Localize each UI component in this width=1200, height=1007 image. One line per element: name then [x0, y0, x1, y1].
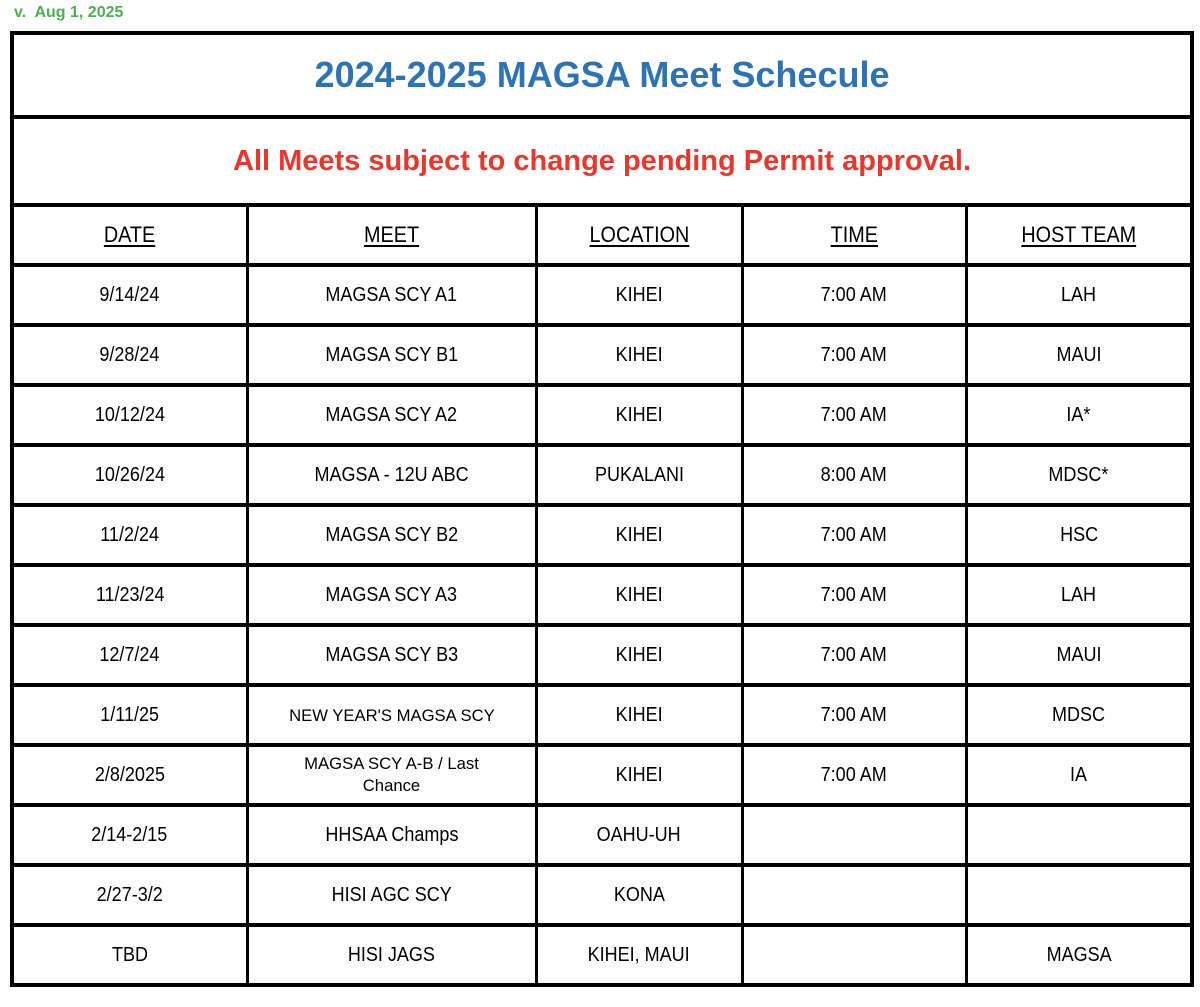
cell-date: 12/7/24	[10, 623, 249, 687]
table-row: 10/26/24 MAGSA - 12U ABC PUKALANI 8:00 A…	[10, 443, 1194, 507]
cell-meet: HISI AGC SCY	[245, 863, 538, 927]
cell-date: 10/12/24	[10, 383, 249, 447]
cell-date: TBD	[10, 923, 249, 987]
cell-time	[740, 923, 968, 987]
cell-meet: MAGSA SCY B1	[245, 323, 538, 387]
table-row: TBD HISI JAGS KIHEI, MAUI MAGSA	[10, 923, 1194, 987]
cell-date: 1/11/25	[10, 683, 249, 747]
page-title-text: 2024-2025 MAGSA Meet Schecule	[314, 54, 890, 95]
cell-time: 7:00 AM	[740, 683, 968, 747]
cell-host: LAH	[964, 563, 1194, 627]
cell-host	[964, 863, 1194, 927]
cell-date: 11/2/24	[10, 503, 249, 567]
cell-time: 7:00 AM	[740, 743, 968, 807]
column-header-location: LOCATION	[534, 203, 744, 267]
cell-location: KIHEI	[534, 383, 744, 447]
cell-date: 2/14-2/15	[10, 803, 249, 867]
cell-location: KIHEI	[534, 503, 744, 567]
cell-date: 9/14/24	[10, 263, 249, 327]
table-row: 9/28/24 MAGSA SCY B1 KIHEI 7:00 AM MAUI	[10, 323, 1194, 387]
column-header-time: TIME	[740, 203, 968, 267]
cell-location: KIHEI	[534, 623, 744, 687]
cell-location: KIHEI	[534, 323, 744, 387]
warning-note: All Meets subject to change pending Perm…	[10, 115, 1194, 207]
schedule-document: 2024-2025 MAGSA Meet Schecule All Meets …	[10, 31, 1195, 987]
table-row: 12/7/24 MAGSA SCY B3 KIHEI 7:00 AM MAUI	[10, 623, 1194, 687]
cell-location: KIHEI, MAUI	[534, 923, 744, 987]
table-row: 2/8/2025 MAGSA SCY A-B / Last Chance KIH…	[10, 743, 1194, 807]
cell-meet: MAGSA SCY A3	[245, 563, 538, 627]
cell-time: 7:00 AM	[740, 503, 968, 567]
cell-time	[740, 803, 968, 867]
cell-meet: MAGSA SCY B2	[245, 503, 538, 567]
cell-host: MDSC*	[964, 443, 1194, 507]
cell-time: 7:00 AM	[740, 623, 968, 687]
table-row: 2/14-2/15 HHSAA Champs OAHU-UH	[10, 803, 1194, 867]
cell-meet: HISI JAGS	[245, 923, 538, 987]
cell-location: KIHEI	[534, 563, 744, 627]
cell-host: IA*	[964, 383, 1194, 447]
cell-date: 11/23/24	[10, 563, 249, 627]
cell-host: IA	[964, 743, 1194, 807]
cell-time: 7:00 AM	[740, 263, 968, 327]
cell-meet: HHSAA Champs	[245, 803, 538, 867]
cell-host: MAUI	[964, 323, 1194, 387]
cell-time: 8:00 AM	[740, 443, 968, 507]
cell-location: PUKALANI	[534, 443, 744, 507]
cell-host: MAUI	[964, 623, 1194, 687]
cell-meet: NEW YEAR'S MAGSA SCY	[245, 683, 538, 747]
table-row: 9/14/24 MAGSA SCY A1 KIHEI 7:00 AM LAH	[10, 263, 1194, 327]
cell-location: KIHEI	[534, 263, 744, 327]
cell-host	[964, 803, 1194, 867]
cell-date: 2/27-3/2	[10, 863, 249, 927]
cell-location: KONA	[534, 863, 744, 927]
cell-date: 9/28/24	[10, 323, 249, 387]
cell-meet: MAGSA SCY B3	[245, 623, 538, 687]
column-header-host-team: HOST TEAM	[964, 203, 1194, 267]
cell-time	[740, 863, 968, 927]
version-label: v. Aug 1, 2025	[14, 4, 124, 21]
cell-host: LAH	[964, 263, 1194, 327]
title-row: 2024-2025 MAGSA Meet Schecule	[10, 31, 1194, 119]
page-title: 2024-2025 MAGSA Meet Schecule	[10, 31, 1194, 119]
subtitle-row: All Meets subject to change pending Perm…	[10, 115, 1194, 207]
table-row: 11/2/24 MAGSA SCY B2 KIHEI 7:00 AM HSC	[10, 503, 1194, 567]
cell-meet: MAGSA - 12U ABC	[245, 443, 538, 507]
warning-note-text: All Meets subject to change pending Perm…	[233, 144, 972, 177]
cell-time: 7:00 AM	[740, 563, 968, 627]
table-row: 10/12/24 MAGSA SCY A2 KIHEI 7:00 AM IA*	[10, 383, 1194, 447]
table-row: 2/27-3/2 HISI AGC SCY KONA	[10, 863, 1194, 927]
column-header-date: DATE	[10, 203, 249, 267]
cell-meet: MAGSA SCY A2	[245, 383, 538, 447]
cell-location: OAHU-UH	[534, 803, 744, 867]
cell-host: MDSC	[964, 683, 1194, 747]
cell-meet: MAGSA SCY A1	[245, 263, 538, 327]
column-header-meet: MEET	[245, 203, 538, 267]
table-row: 11/23/24 MAGSA SCY A3 KIHEI 7:00 AM LAH	[10, 563, 1194, 627]
meet-schedule-table: 2024-2025 MAGSA Meet Schecule All Meets …	[10, 31, 1195, 987]
cell-host: MAGSA	[964, 923, 1194, 987]
cell-location: KIHEI	[534, 743, 744, 807]
cell-time: 7:00 AM	[740, 323, 968, 387]
cell-location: KIHEI	[534, 683, 744, 747]
cell-meet: MAGSA SCY A-B / Last Chance	[245, 743, 538, 807]
table-row: 1/11/25 NEW YEAR'S MAGSA SCY KIHEI 7:00 …	[10, 683, 1194, 747]
cell-date: 10/26/24	[10, 443, 249, 507]
cell-time: 7:00 AM	[740, 383, 968, 447]
header-row: DATE MEET LOCATION TIME HOST TEAM	[10, 203, 1194, 267]
cell-host: HSC	[964, 503, 1194, 567]
cell-date: 2/8/2025	[10, 743, 249, 807]
